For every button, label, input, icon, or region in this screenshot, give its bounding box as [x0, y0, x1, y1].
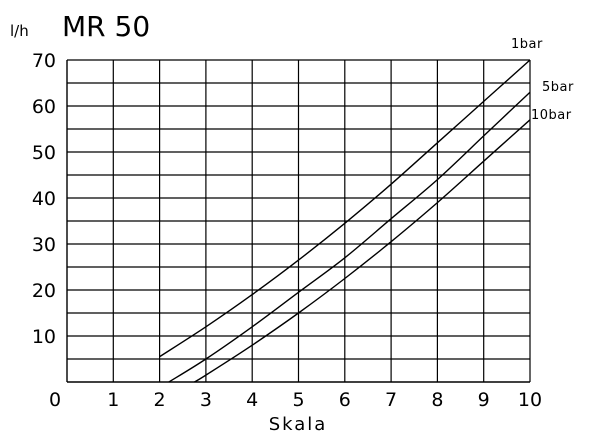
x-tick-label: 2 — [154, 389, 166, 411]
y-tick-label: 30 — [32, 234, 56, 256]
x-tick-label: 6 — [339, 389, 351, 411]
x-tick-label: 10 — [518, 389, 542, 411]
axes — [66, 60, 530, 383]
grid — [67, 59, 531, 382]
x-tick-label: 3 — [200, 389, 212, 411]
series-label-1bar: 1bar — [511, 37, 543, 52]
x-tick-label: 1 — [107, 389, 119, 411]
x-tick-label: 4 — [246, 389, 258, 411]
y-tick-label: 60 — [32, 96, 56, 118]
x-tick-label: 7 — [385, 389, 397, 411]
curves — [159, 59, 531, 383]
y-tick-label: 70 — [32, 50, 56, 72]
x-tick-label: 8 — [431, 389, 443, 411]
series-labels: 1bar 5bar 10bar — [511, 37, 574, 123]
chart-title: MR 50 — [62, 10, 150, 43]
unit-label: l/h — [10, 22, 29, 40]
series-line-10bar — [193, 119, 531, 383]
series-label-10bar: 10bar — [531, 108, 572, 123]
series-label-5bar: 5bar — [542, 80, 574, 95]
tick-labels: 0 1 2 3 4 5 6 7 8 9 10 10 20 30 40 50 60 70 — [32, 50, 542, 411]
x-axis-label: Skala — [269, 414, 328, 434]
series-line-1bar — [159, 59, 531, 358]
y-tick-label: 20 — [32, 280, 56, 302]
series-line-5bar — [168, 91, 531, 383]
x-tick-label: 5 — [292, 389, 304, 411]
y-tick-label: 50 — [32, 142, 56, 164]
x-tick-label: 9 — [478, 389, 490, 411]
y-tick-label: 10 — [32, 326, 56, 348]
y-tick-label: 40 — [32, 188, 56, 210]
x-tick-label: 0 — [49, 389, 61, 411]
